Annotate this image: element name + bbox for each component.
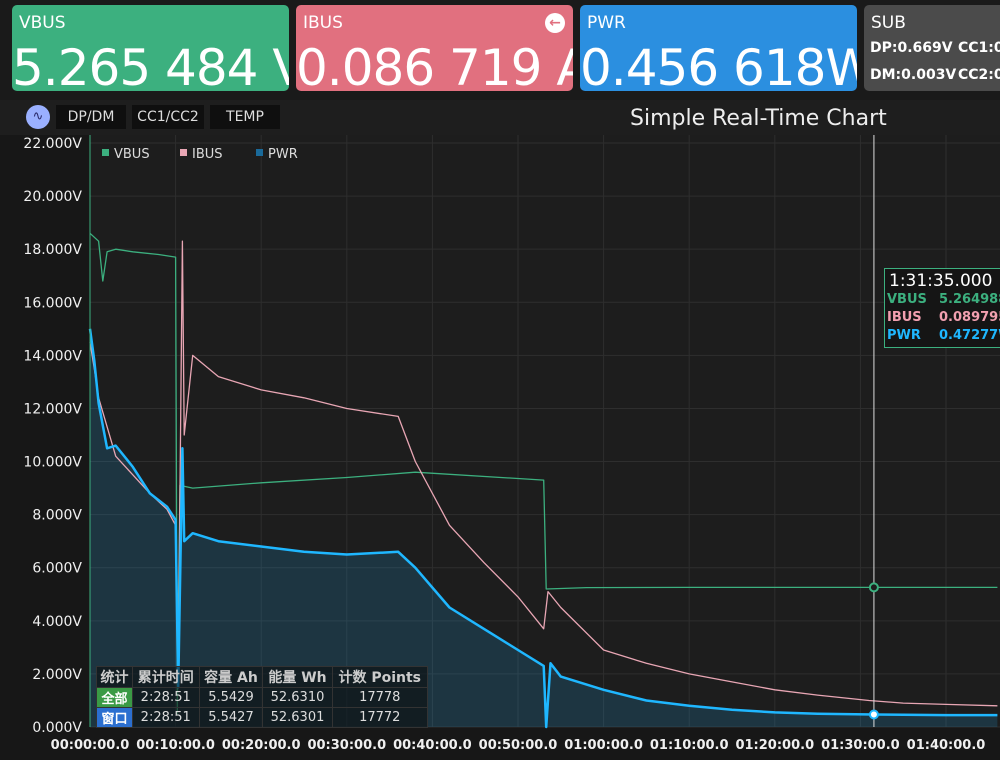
x-tick-label: 01:00:00.0 bbox=[564, 738, 643, 753]
stats-cell: 52.6310 bbox=[262, 687, 333, 708]
y-tick-label: 18.000V bbox=[23, 242, 82, 258]
stats-cell: 2:28:51 bbox=[131, 687, 200, 708]
ibus-card: IBUS ← 0.086 719 A bbox=[296, 5, 573, 91]
x-tick-label: 00:40:00.0 bbox=[393, 738, 472, 753]
tooltip-ibus-row: IBUS 0.089795 bbox=[887, 310, 1000, 325]
pwr-area bbox=[90, 328, 998, 727]
table-row: 全部 2:28:51 5.5429 52.6310 17778 bbox=[96, 687, 428, 708]
chart-app-icon[interactable]: ∿ bbox=[26, 105, 50, 129]
stats-header: 统计 bbox=[96, 666, 133, 688]
tab-temp[interactable]: TEMP bbox=[210, 105, 280, 129]
stats-header-row: 统计 累计时间 容量 Ah 能量 Wh 计数 Points bbox=[96, 666, 428, 688]
cursor-tooltip: 1:31:35.000 VBUS 5.264988 IBUS 0.089795 PW… bbox=[884, 268, 1000, 348]
tooltip-time: 1:31:35.000 bbox=[889, 271, 993, 291]
vbus-card-label: VBUS bbox=[19, 13, 66, 33]
stats-header: 能量 Wh bbox=[262, 666, 333, 688]
pwr-card-value: 0.456 618W bbox=[580, 39, 857, 91]
series-vbus-line bbox=[89, 232, 998, 715]
tooltip-pwr-name: PWR bbox=[887, 328, 921, 343]
sub-card-label: SUB bbox=[871, 13, 906, 33]
y-tick-label: 12.000V bbox=[23, 401, 82, 417]
y-tick-label: 0.000V bbox=[32, 720, 82, 736]
pwr-card: PWR 0.456 618W bbox=[580, 5, 857, 91]
y-tick-label: 20.000V bbox=[23, 189, 82, 205]
y-tick-label: 16.000V bbox=[23, 295, 82, 311]
chart-cursor bbox=[868, 135, 879, 727]
ibus-card-value: 0.086 719 A bbox=[296, 39, 573, 91]
x-tick-label: 00:00:00.0 bbox=[51, 738, 130, 753]
legend-label: VBUS bbox=[114, 147, 150, 162]
x-tick-label: 00:10:00.0 bbox=[136, 738, 215, 753]
chart-legend: VBUS IBUS PWR bbox=[102, 147, 298, 162]
stats-header: 容量 Ah bbox=[198, 666, 264, 688]
sub-cc1-value: CC1:0 bbox=[958, 40, 1000, 56]
tooltip-pwr-row: PWR 0.47277W bbox=[887, 328, 1000, 343]
tooltip-ibus-value: 0.089795 bbox=[939, 310, 1000, 325]
chart-title: Simple Real-Time Chart bbox=[630, 106, 887, 131]
y-tick-label: 6.000V bbox=[32, 561, 82, 577]
sub-cc2-value: CC2:0 bbox=[958, 67, 1000, 83]
ibus-card-label: IBUS bbox=[303, 13, 343, 33]
realtime-chart[interactable]: 0.000V 2.000V 4.000V 6.000V 8.000V 10.000V 12.… bbox=[0, 135, 1000, 760]
x-tick-label: 00:20:00.0 bbox=[222, 738, 301, 753]
x-tick-label: 01:10:00.0 bbox=[650, 738, 729, 753]
sub-dm-value: DM:0.003V bbox=[870, 67, 957, 83]
stats-cell: 5.5429 bbox=[198, 687, 264, 708]
x-tick-label: 00:30:00.0 bbox=[307, 738, 386, 753]
stats-header: 累计时间 bbox=[131, 666, 200, 688]
stats-cell: 17778 bbox=[331, 687, 428, 708]
y-tick-label: 14.000V bbox=[23, 348, 82, 364]
pwr-card-label: PWR bbox=[587, 13, 626, 33]
stats-cell: 17772 bbox=[331, 707, 428, 728]
legend-label: PWR bbox=[268, 147, 298, 162]
tab-cc1-cc2[interactable]: CC1/CC2 bbox=[132, 105, 204, 129]
stats-row-label: 窗口 bbox=[96, 707, 133, 728]
cursor-marker-vbus bbox=[868, 582, 879, 593]
cursor-marker-pwr bbox=[868, 709, 879, 720]
x-axis-ticks: 00:00:00.0 00:10:00.0 00:20:00.0 00:30:00.0… bbox=[51, 738, 986, 753]
reset-arrow-icon[interactable]: ← bbox=[545, 13, 565, 33]
series-pwr-line bbox=[88, 328, 998, 729]
stats-row-label: 全部 bbox=[96, 687, 133, 708]
y-tick-label: 4.000V bbox=[32, 614, 82, 630]
y-tick-label: 22.000V bbox=[23, 136, 82, 152]
plot-area bbox=[90, 135, 1000, 727]
sub-card: SUB DP:0.669V CC1:0 DM:0.003V CC2:0 bbox=[864, 5, 1000, 91]
sub-dp-value: DP:0.669V bbox=[870, 40, 953, 56]
legend-swatch bbox=[256, 149, 263, 156]
x-tick-label: 00:50:00.0 bbox=[479, 738, 558, 753]
tooltip-vbus-name: VBUS bbox=[887, 292, 927, 307]
legend-swatch bbox=[180, 149, 187, 156]
y-tick-label: 2.000V bbox=[32, 667, 82, 683]
y-tick-label: 10.000V bbox=[23, 455, 82, 471]
y-tick-label: 8.000V bbox=[32, 508, 82, 524]
x-tick-label: 01:40:00.0 bbox=[907, 738, 986, 753]
table-row: 窗口 2:28:51 5.5427 52.6301 17772 bbox=[96, 707, 428, 728]
tooltip-vbus-value: 5.264988 bbox=[939, 292, 1000, 307]
stats-header: 计数 Points bbox=[331, 666, 428, 688]
stats-cell: 52.6301 bbox=[262, 707, 333, 728]
tab-dp-dm[interactable]: DP/DM bbox=[56, 105, 126, 129]
legend-label: IBUS bbox=[192, 147, 223, 162]
series-lines bbox=[88, 232, 998, 729]
legend-swatch bbox=[102, 149, 109, 156]
stats-table: 统计 累计时间 容量 Ah 能量 Wh 计数 Points 全部 2:28:51… bbox=[96, 666, 428, 728]
stats-cell: 5.5427 bbox=[198, 707, 264, 728]
tooltip-pwr-value: 0.47277W bbox=[939, 328, 1000, 343]
y-axis-ticks: 0.000V 2.000V 4.000V 6.000V 8.000V 10.000V 12.… bbox=[23, 136, 82, 736]
x-tick-label: 01:30:00.0 bbox=[821, 738, 900, 753]
vbus-card-value: 5.265 484 V bbox=[12, 39, 289, 91]
tooltip-vbus-row: VBUS 5.264988 bbox=[887, 292, 1000, 307]
x-tick-label: 01:20:00.0 bbox=[735, 738, 814, 753]
tooltip-ibus-name: IBUS bbox=[887, 310, 922, 325]
stats-cell: 2:28:51 bbox=[131, 707, 200, 728]
vbus-card: VBUS 5.265 484 V bbox=[12, 5, 289, 91]
